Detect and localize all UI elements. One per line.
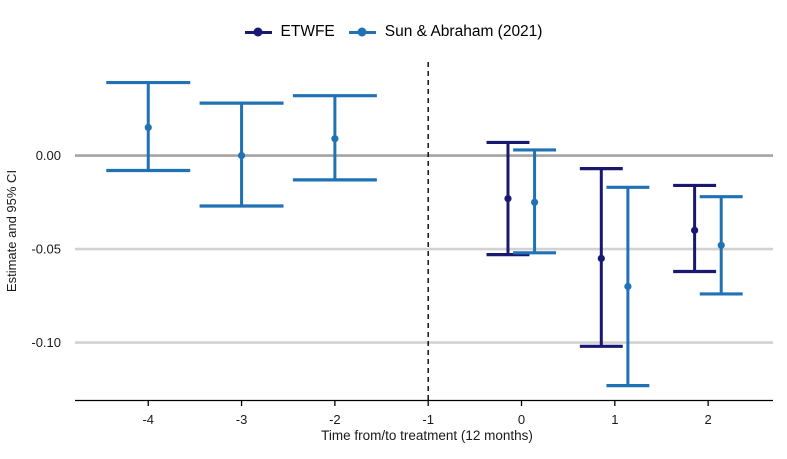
point-estimate	[530, 198, 539, 206]
x-tick-label: -1	[422, 412, 434, 427]
x-tick-label: -2	[329, 412, 341, 427]
point-estimate	[717, 241, 725, 249]
x-tick-label: 1	[611, 412, 618, 427]
y-tick-label: -0.10	[31, 335, 61, 350]
x-tick-label: -4	[142, 412, 154, 427]
point-estimate	[597, 254, 605, 263]
chart-legend: ETWFE Sun & Abraham (2021)	[0, 18, 787, 46]
x-axis-title: Time from/to treatment (12 months)	[321, 428, 533, 443]
gridlines	[75, 154, 773, 344]
errorbar-sun-abraham-2021--t-2	[292, 94, 377, 182]
y-tick-label: -0.05	[31, 242, 61, 257]
legend-item-etwfe: ETWFE	[244, 23, 335, 41]
y-axis-title: Estimate and 95% CI	[4, 170, 19, 292]
point-estimate	[624, 282, 632, 291]
errorbar-sun-abraham-2021--t-3	[199, 101, 284, 208]
point-estimate	[237, 151, 246, 160]
errorbar-etwfe-t0	[486, 140, 530, 257]
pointrange-marker-icon	[348, 27, 376, 37]
point-estimate	[331, 135, 339, 143]
axes: -4 -3 -2 -1 0 1 2 0.00 -0.05 -0.10	[31, 148, 773, 427]
legend-item-sun-abraham: Sun & Abraham (2021)	[348, 23, 543, 41]
point-estimate	[504, 194, 512, 203]
errorbars	[106, 80, 743, 388]
x-tick-label: 0	[518, 412, 525, 427]
pointrange-marker-icon	[244, 27, 272, 37]
x-tick-label: -3	[236, 412, 248, 427]
errorbar-sun-abraham-2021--t0	[513, 148, 557, 255]
y-tick-label: 0.00	[36, 148, 61, 163]
point-estimate	[144, 123, 152, 132]
point-estimate	[691, 226, 699, 234]
legend-label: Sun & Abraham (2021)	[384, 23, 543, 41]
errorbar-etwfe-t1	[579, 167, 623, 348]
errorbar-sun-abraham-2021--t1	[606, 185, 650, 388]
legend-label: ETWFE	[280, 23, 335, 41]
errorbar-sun-abraham-2021--t-4	[106, 80, 191, 173]
x-tick-label: 2	[705, 412, 712, 427]
errorbar-etwfe-t2	[673, 183, 717, 274]
errorbar-sun-abraham-2021--t2	[699, 195, 743, 296]
